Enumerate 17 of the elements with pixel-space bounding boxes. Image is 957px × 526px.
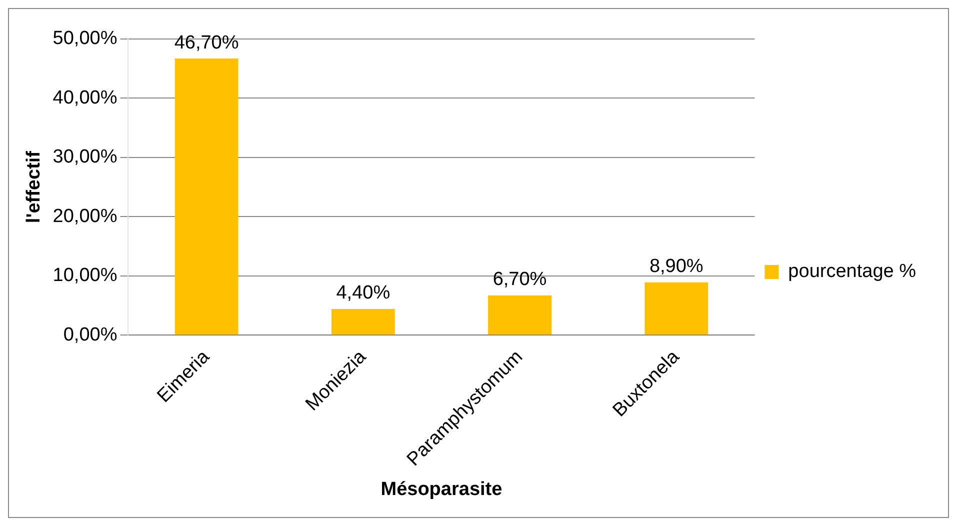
- y-tick-label: 10,00%: [52, 265, 118, 286]
- y-tick-label: 50,00%: [52, 28, 118, 50]
- y-tick-label: 30,00%: [52, 146, 118, 168]
- data-label: 8,90%: [649, 256, 704, 278]
- data-label: 46,70%: [174, 32, 239, 54]
- y-axis-title: l'effectif: [24, 150, 45, 224]
- bar: [331, 309, 395, 335]
- bar: [488, 295, 552, 335]
- data-label: 4,40%: [336, 282, 390, 304]
- y-tick-label: 40,00%: [52, 87, 118, 108]
- x-axis-title: Mésoparasite: [380, 478, 502, 500]
- y-tick-label: 20,00%: [52, 206, 118, 227]
- legend-label: pourcentage %: [788, 261, 916, 282]
- bar: [174, 58, 238, 335]
- data-label: 6,70%: [492, 269, 547, 290]
- y-tick-label: 0,00%: [63, 324, 118, 346]
- bar: [644, 282, 708, 335]
